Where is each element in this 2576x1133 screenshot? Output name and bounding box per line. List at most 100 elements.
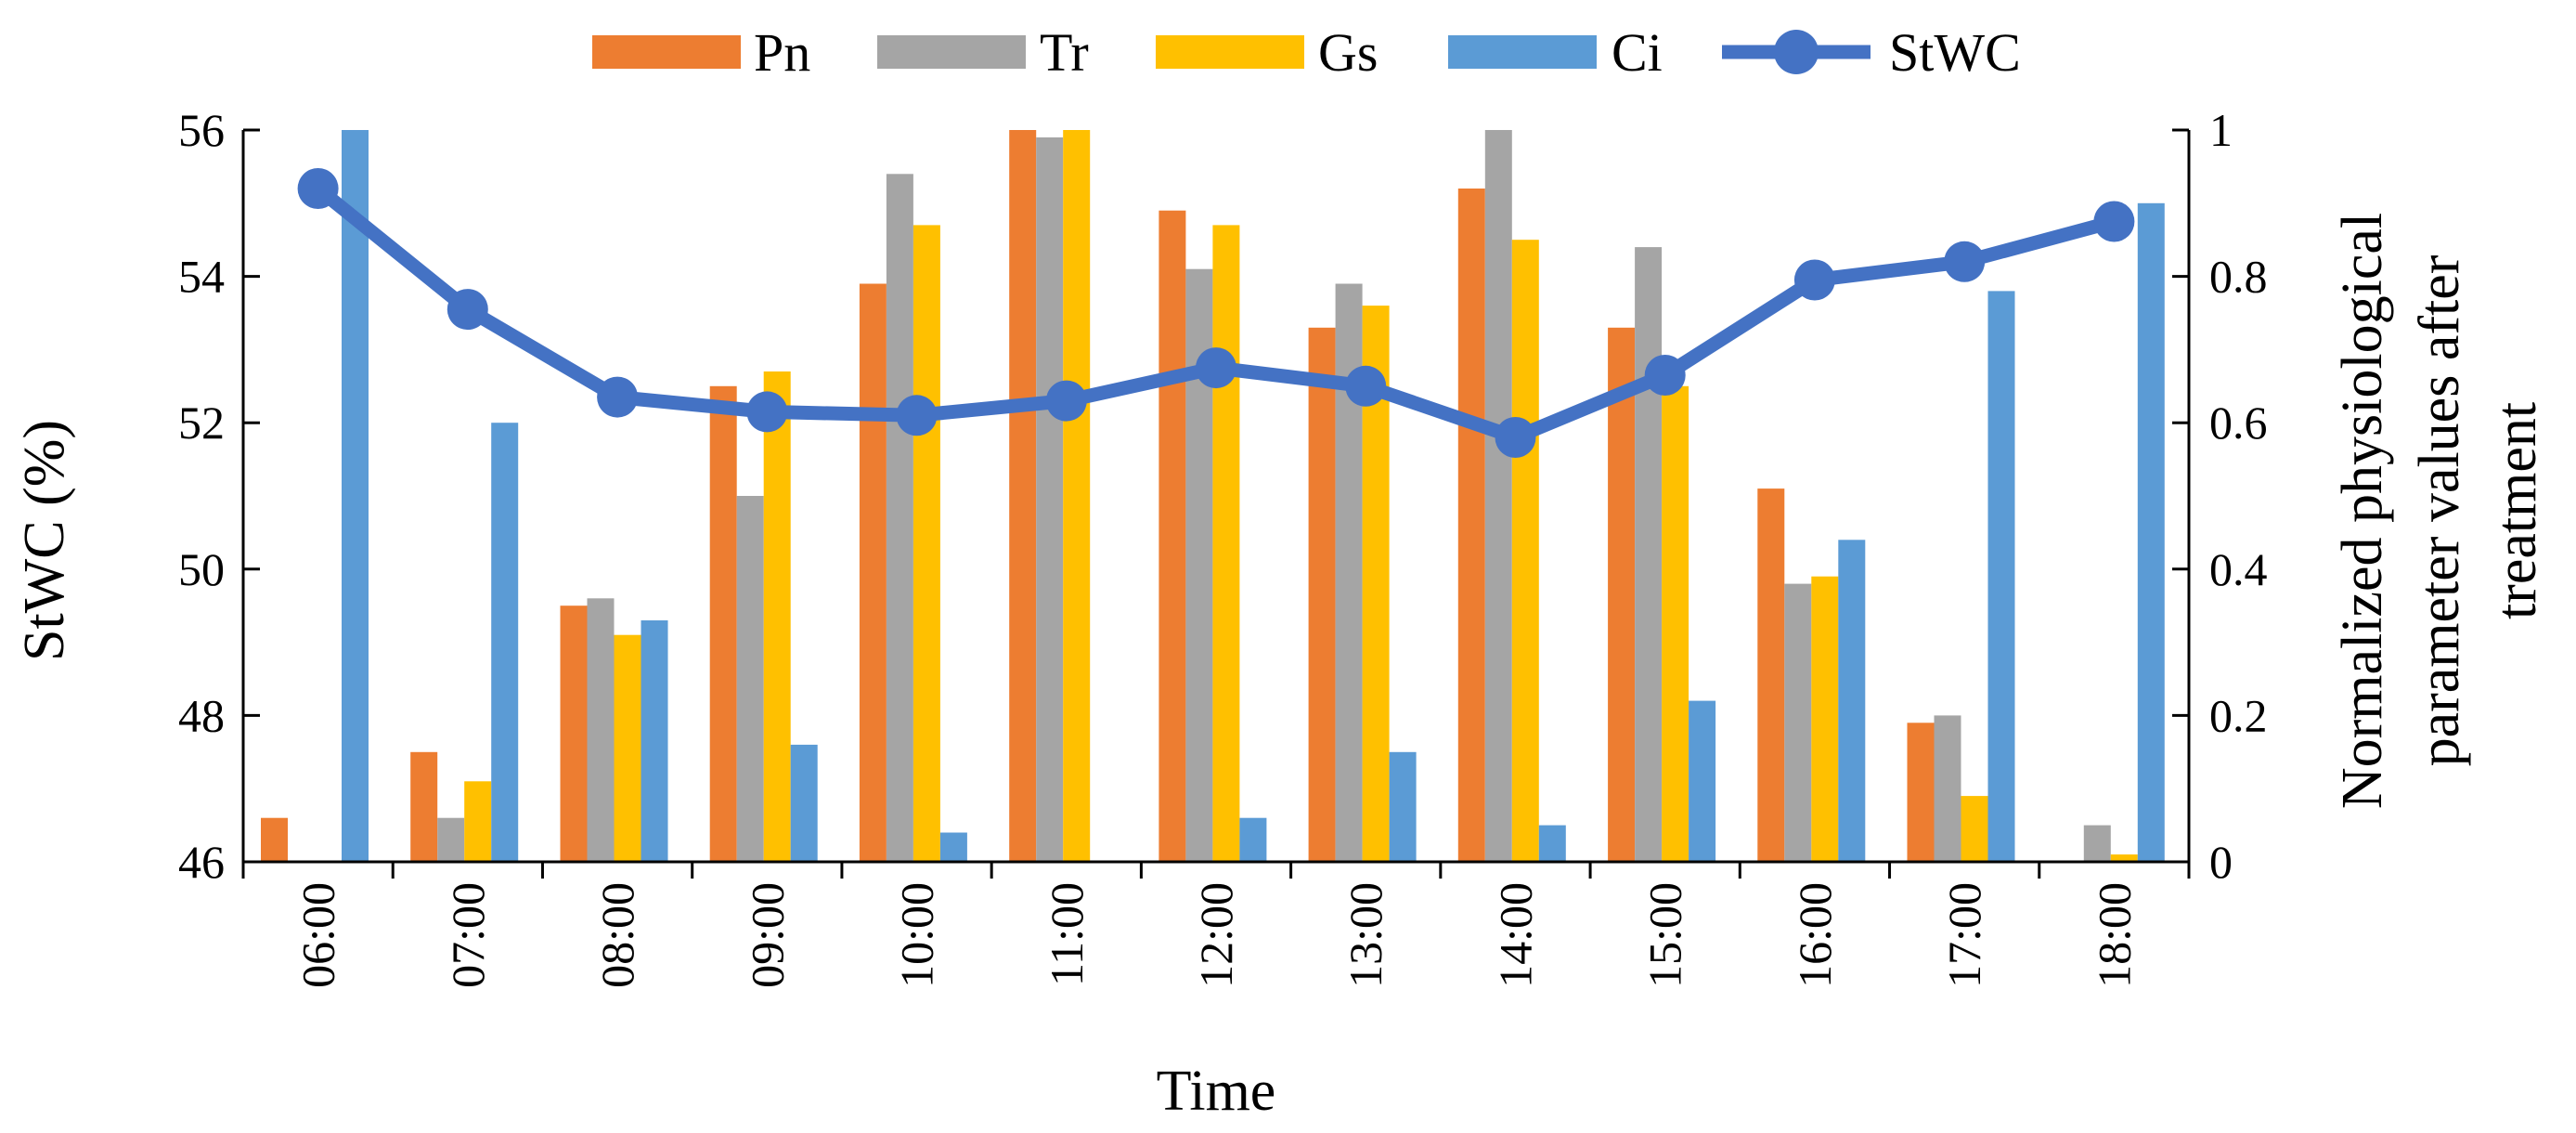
stwc-point-15:00	[1644, 355, 1686, 396]
bar-pn-13:00	[1308, 327, 1336, 862]
tick-labels: 46 48 50 52 54 56 0 0.2 0.4 0.6 0.8 1 06:00 07:00 08:0…	[178, 104, 2268, 988]
legend-label-stwc: StWC	[1889, 22, 2021, 83]
right-y-axis-title-line-3: treatment	[2485, 402, 2548, 619]
bar-gs-07:00	[464, 781, 492, 862]
axes	[241, 128, 2191, 879]
stwc-point-14:00	[1495, 417, 1536, 458]
bar-gs-09:00	[763, 371, 791, 862]
x-tick-label-18:00: 18:00	[2088, 882, 2140, 988]
bar-ci-15:00	[1689, 700, 1716, 862]
bar-tr-09:00	[736, 496, 764, 862]
x-tick-label-07:00: 07:00	[442, 882, 494, 988]
stwc-point-18:00	[2093, 201, 2135, 242]
bar-ci-09:00	[790, 744, 818, 862]
bar-pn-07:00	[410, 751, 438, 862]
bar-tr-18:00	[2083, 825, 2111, 862]
x-tick-label-10:00: 10:00	[891, 882, 943, 988]
stwc-point-11:00	[1045, 380, 1087, 422]
bar-pn-12:00	[1159, 210, 1186, 862]
bar-pn-11:00	[1009, 130, 1037, 862]
legend-label-ci: Ci	[1612, 22, 1663, 83]
bar-pn-15:00	[1608, 327, 1636, 862]
right-y-axis-title-line-2: parameter values after	[2408, 254, 2471, 766]
bar-pn-06:00	[261, 817, 288, 862]
bar-tr-10:00	[886, 174, 913, 863]
stwc-point-13:00	[1345, 365, 1387, 407]
bar-pn-09:00	[709, 385, 737, 862]
bar-tr-17:00	[1934, 715, 1961, 862]
stwc-point-16:00	[1793, 259, 1835, 301]
bar-gs-14:00	[1511, 240, 1539, 862]
right-y-axis-title-line-1: Normalized physiological	[2331, 213, 2394, 809]
left-tick-label-54: 54	[178, 251, 225, 303]
x-axis-title: Time	[1157, 1060, 1276, 1123]
x-tick-label-13:00: 13:00	[1340, 882, 1392, 988]
bar-tr-16:00	[1784, 583, 1812, 862]
x-tick-label-17:00: 17:00	[1938, 882, 1990, 988]
right-tick-label-0: 0	[2209, 836, 2233, 888]
legend-label-pn: Pn	[754, 22, 810, 83]
bar-gs-17:00	[1961, 796, 1988, 862]
bar-ci-12:00	[1239, 817, 1267, 862]
bar-gs-18:00	[2110, 854, 2138, 862]
legend-swatch-pn	[592, 35, 741, 69]
bar-gs-12:00	[1212, 225, 1240, 862]
bar-pn-17:00	[1907, 723, 1935, 862]
bar-ci-14:00	[1538, 825, 1566, 862]
left-tick-label-52: 52	[178, 397, 225, 449]
left-y-axis-title: StWC (%)	[13, 420, 76, 661]
bar-ci-08:00	[641, 620, 668, 862]
bar-ci-17:00	[1987, 291, 2015, 862]
bar-ci-10:00	[939, 832, 967, 862]
bar-pn-10:00	[859, 283, 887, 862]
bar-pn-14:00	[1457, 189, 1485, 862]
legend-label-tr: Tr	[1040, 22, 1089, 83]
stwc-point-06:00	[297, 168, 339, 209]
bar-ci-06:00	[342, 130, 369, 862]
left-tick-label-56: 56	[178, 104, 225, 156]
right-tick-label-0.6: 0.6	[2209, 397, 2268, 449]
bar-ci-07:00	[491, 423, 519, 862]
right-tick-label-0.8: 0.8	[2209, 251, 2268, 303]
legend-swatch-tr	[877, 35, 1026, 69]
stwc-point-08:00	[597, 376, 639, 418]
bar-tr-15:00	[1635, 247, 1663, 863]
legend: Pn Tr Gs Ci StWC	[592, 22, 2021, 83]
bar-gs-10:00	[913, 225, 940, 862]
x-tick-label-11:00: 11:00	[1041, 882, 1093, 986]
stwc-point-09:00	[746, 391, 788, 433]
stwc-line-layer	[297, 168, 2135, 458]
bar-ci-18:00	[2137, 202, 2165, 863]
bar-pn-08:00	[560, 606, 588, 862]
stwc-point-12:00	[1196, 347, 1236, 389]
legend-swatch-gs	[1156, 35, 1304, 69]
legend-label-gs: Gs	[1318, 22, 1378, 83]
x-tick-label-12:00: 12:00	[1190, 882, 1242, 988]
x-tick-label-14:00: 14:00	[1490, 882, 1542, 988]
stwc-point-17:00	[1944, 241, 1986, 282]
bar-ci-16:00	[1838, 540, 1866, 862]
bar-gs-15:00	[1662, 385, 1689, 862]
stwc-point-07:00	[447, 289, 488, 331]
bar-tr-07:00	[437, 817, 465, 862]
bar-gs-08:00	[614, 634, 641, 862]
bar-gs-16:00	[1811, 576, 1839, 862]
bar-gs-11:00	[1063, 130, 1091, 862]
right-tick-label-1: 1	[2209, 104, 2233, 156]
bar-layer	[261, 130, 2165, 863]
x-tick-label-15:00: 15:00	[1639, 882, 1691, 988]
legend-swatch-ci	[1448, 35, 1597, 69]
bar-tr-14:00	[1484, 130, 1512, 862]
bar-tr-08:00	[587, 598, 615, 862]
x-tick-label-08:00: 08:00	[591, 882, 643, 988]
bar-pn-16:00	[1757, 488, 1785, 862]
x-tick-label-16:00: 16:00	[1789, 882, 1841, 988]
x-tick-label-09:00: 09:00	[741, 882, 793, 988]
legend-marker-stwc	[1774, 30, 1819, 74]
right-tick-label-0.2: 0.2	[2209, 689, 2268, 741]
left-tick-label-50: 50	[178, 543, 225, 595]
stwc-point-10:00	[896, 395, 938, 436]
left-tick-label-46: 46	[178, 836, 225, 888]
x-tick-label-06:00: 06:00	[292, 882, 344, 988]
